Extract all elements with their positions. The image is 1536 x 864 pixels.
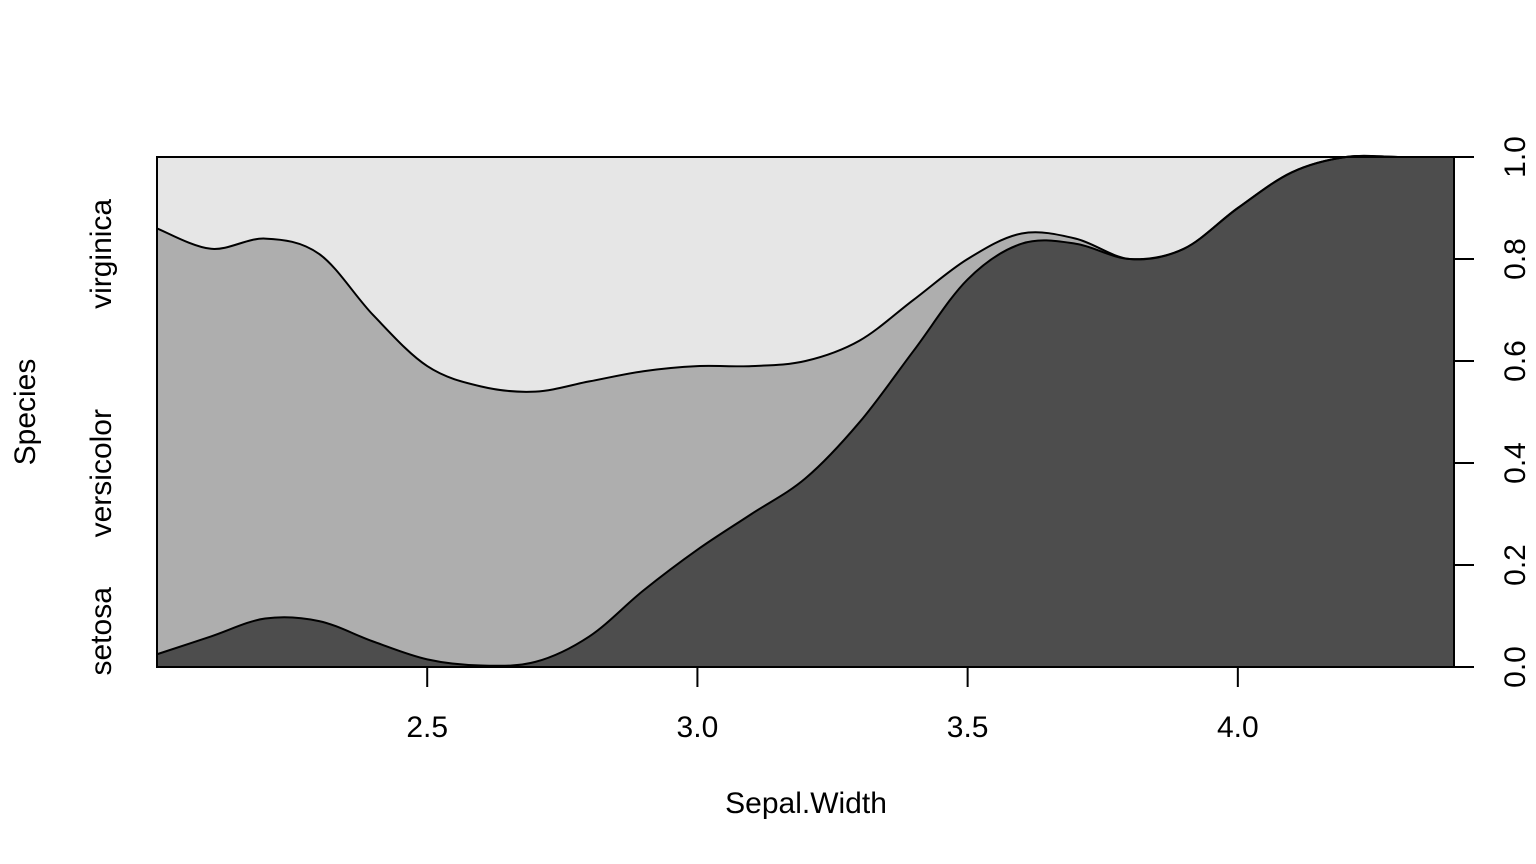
boundary-line-setosa	[156, 154, 1454, 667]
y-tick-label: 1.0	[1499, 136, 1532, 178]
x-tick-label: 2.5	[406, 711, 448, 744]
category-label-virginica: virginica	[85, 199, 118, 309]
category-label-versicolor: versicolor	[85, 409, 118, 537]
x-tick-label: 3.0	[677, 711, 719, 744]
y-tick-label: 0.8	[1499, 238, 1532, 280]
y-tick-label: 0.2	[1499, 544, 1532, 586]
x-axis-label: Sepal.Width	[725, 787, 887, 820]
y-tick-label: 0.0	[1499, 646, 1532, 688]
category-labels: setosa versicolor virginica	[85, 199, 118, 676]
category-label-setosa: setosa	[85, 587, 118, 676]
y-axis-label: Species	[9, 359, 42, 466]
y-tick-label: 0.6	[1499, 340, 1532, 382]
area-setosa	[157, 155, 1454, 667]
area-layer	[156, 154, 1454, 667]
x-axis: 2.5 3.0 3.5 4.0	[406, 666, 1259, 744]
y-tick-label: 0.4	[1499, 442, 1532, 484]
y-axis-right: 0.0 0.2 0.4 0.6 0.8 1.0	[1453, 136, 1532, 688]
x-tick-label: 4.0	[1217, 711, 1259, 744]
x-tick-label: 3.5	[947, 711, 989, 744]
